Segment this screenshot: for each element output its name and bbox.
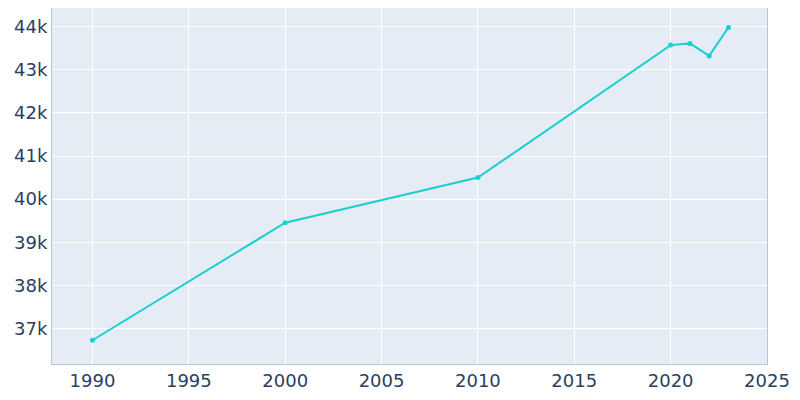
svg-text:2025: 2025 (744, 370, 790, 391)
svg-text:2020: 2020 (648, 370, 694, 391)
svg-text:1990: 1990 (70, 370, 116, 391)
svg-text:43k: 43k (14, 59, 48, 80)
svg-text:37k: 37k (14, 318, 48, 339)
svg-text:2015: 2015 (551, 370, 597, 391)
svg-text:42k: 42k (14, 102, 48, 123)
svg-text:2005: 2005 (359, 370, 405, 391)
svg-text:40k: 40k (14, 188, 48, 209)
svg-text:2010: 2010 (455, 370, 501, 391)
svg-text:41k: 41k (14, 145, 48, 166)
svg-text:44k: 44k (14, 16, 48, 37)
svg-text:1995: 1995 (166, 370, 212, 391)
svg-text:2000: 2000 (262, 370, 308, 391)
svg-text:39k: 39k (14, 232, 48, 253)
svg-text:38k: 38k (14, 275, 48, 296)
